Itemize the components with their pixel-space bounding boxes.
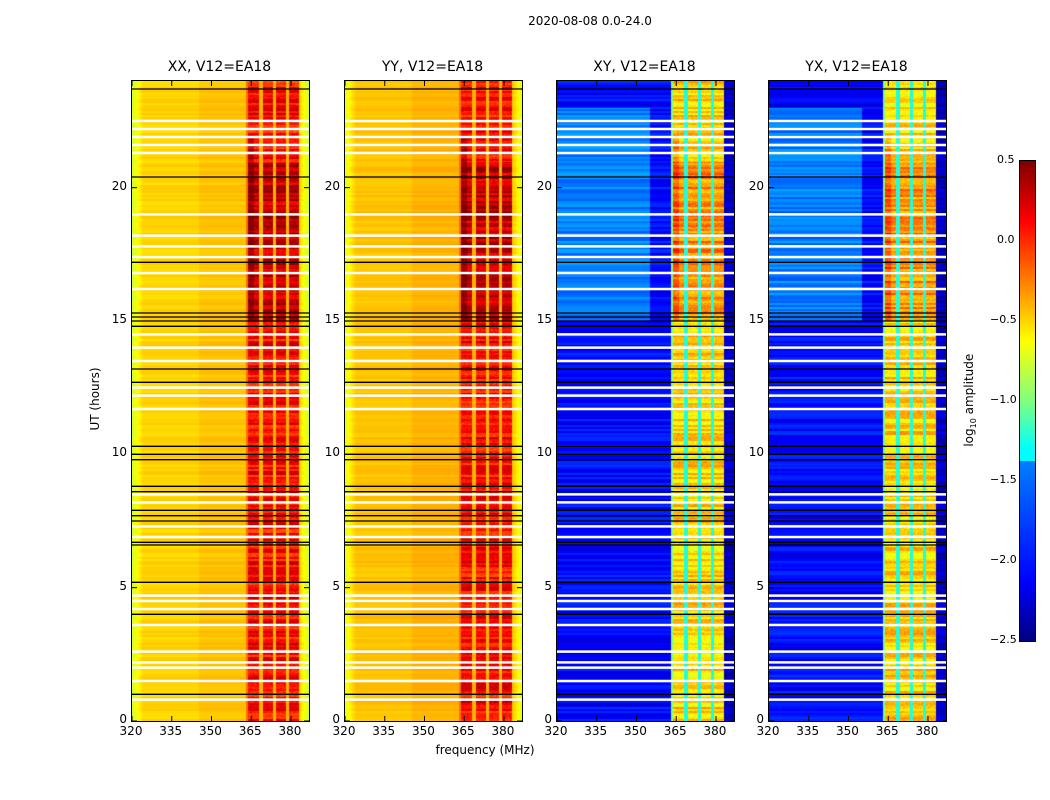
y-tick-label: 10 xyxy=(536,445,552,460)
x-tick-label: 380 xyxy=(915,724,939,738)
y-tick-label: 20 xyxy=(536,178,552,193)
colorbar xyxy=(1019,160,1036,642)
heatmap-panel-xx xyxy=(131,80,310,722)
panel-title: XX, V12=EA18 xyxy=(167,59,272,75)
x-tick-label: 380 xyxy=(278,724,302,738)
x-tick-label: 335 xyxy=(796,724,820,738)
x-tick-label: 320 xyxy=(756,724,780,738)
x-tick-label: 350 xyxy=(412,724,435,738)
x-tick-label: 320 xyxy=(332,724,356,738)
y-tick-label: 0 xyxy=(332,712,340,726)
x-tick-label: 365 xyxy=(238,724,262,738)
y-tick-label: 20 xyxy=(111,178,127,193)
y-tick-label: 15 xyxy=(111,312,127,326)
y-tick-label: 10 xyxy=(324,445,340,460)
colorbar-tick-label: −1.5 xyxy=(990,473,1017,486)
x-tick-label: 365 xyxy=(451,724,475,738)
x-tick-label: 335 xyxy=(159,724,183,738)
y-tick-label: 5 xyxy=(544,578,552,593)
y-axis-label: UT (hours) xyxy=(88,367,102,431)
x-tick-label: 380 xyxy=(491,724,515,738)
x-tick-label: 365 xyxy=(663,724,687,738)
y-tick-label: 0 xyxy=(756,712,764,726)
x-tick-label: 365 xyxy=(875,724,899,738)
x-tick-label: 380 xyxy=(703,724,727,738)
figure-title: 2020-08-08 0.0-24.0 xyxy=(528,14,652,28)
x-tick-label: 350 xyxy=(199,724,222,738)
x-tick-label: 350 xyxy=(836,724,859,738)
y-tick-label: 10 xyxy=(111,445,127,460)
heatmap-panel-yx xyxy=(768,80,947,722)
x-tick-label: 335 xyxy=(584,724,608,738)
y-tick-label: 15 xyxy=(536,312,552,326)
y-tick-label: 15 xyxy=(324,312,340,326)
y-tick-label: 5 xyxy=(756,578,764,593)
y-tick-label: 15 xyxy=(748,312,764,326)
y-tick-label: 0 xyxy=(119,712,127,726)
panel-title: XY, V12=EA18 xyxy=(593,59,696,75)
colorbar-tick-label: −2.0 xyxy=(990,553,1017,566)
y-tick-label: 20 xyxy=(748,178,764,193)
y-tick-label: 5 xyxy=(332,578,340,593)
y-tick-label: 20 xyxy=(324,178,340,193)
colorbar-tick-label: 0.0 xyxy=(997,233,1015,246)
colorbar-label: log10 amplitude xyxy=(961,353,979,447)
colorbar-tick-label: 0.5 xyxy=(997,153,1015,166)
y-tick-label: 10 xyxy=(748,445,764,460)
x-tick-label: 335 xyxy=(372,724,396,738)
x-tick-label: 350 xyxy=(624,724,647,738)
colorbar-tick-label: −1.0 xyxy=(990,393,1017,406)
heatmap-panel-yy xyxy=(344,80,523,722)
panel-title: YX, V12=EA18 xyxy=(805,59,908,75)
x-tick-label: 320 xyxy=(119,724,143,738)
x-tick-label: 320 xyxy=(544,724,568,738)
panel-title: YY, V12=EA18 xyxy=(381,59,484,75)
colorbar-tick-label: −0.5 xyxy=(990,313,1017,326)
heatmap-panel-xy xyxy=(556,80,735,722)
y-tick-label: 5 xyxy=(119,578,127,593)
colorbar-tick-label: −2.5 xyxy=(990,633,1017,646)
x-axis-label: frequency (MHz) xyxy=(435,743,535,757)
y-tick-label: 0 xyxy=(544,712,552,726)
